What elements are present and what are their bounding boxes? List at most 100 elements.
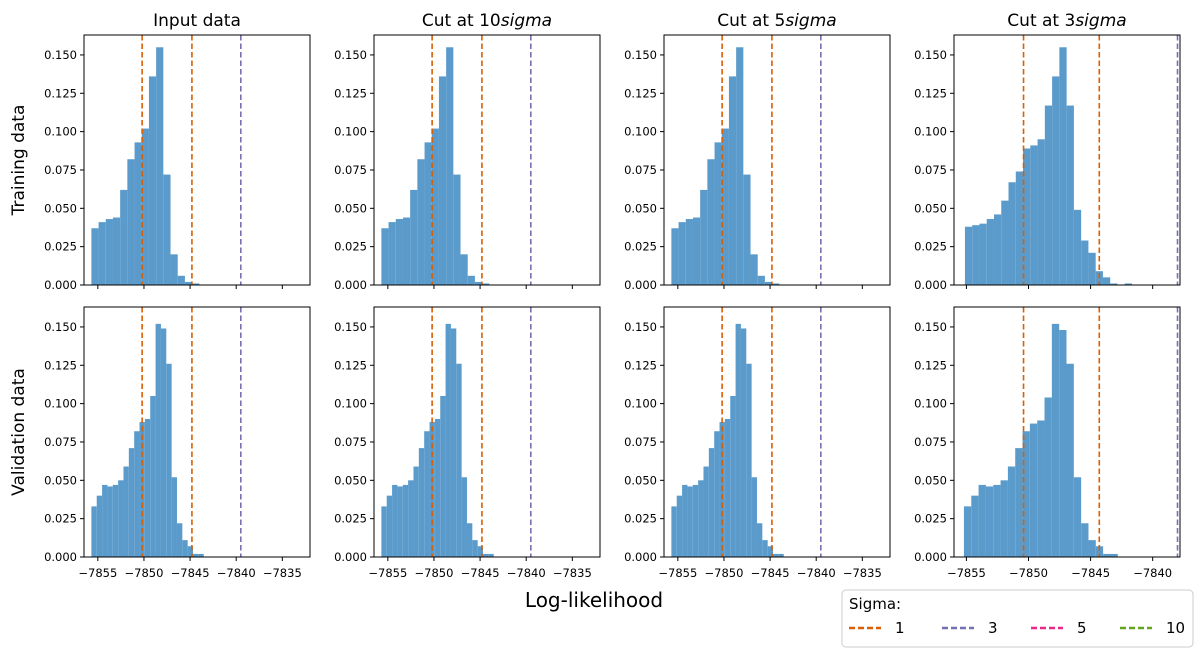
histogram-bar: [450, 328, 457, 557]
x-tick-label: −7840: [507, 566, 546, 580]
y-tick-label: 0.125: [334, 358, 367, 372]
histogram-bar: [1029, 423, 1038, 557]
histogram-bar: [1066, 363, 1074, 557]
histogram-bar: [1051, 323, 1060, 557]
histogram-bar: [166, 363, 172, 557]
y-tick-label: 0.025: [44, 512, 77, 526]
y-tick-label: 0.100: [334, 397, 367, 411]
axes-frame: [663, 34, 891, 286]
histogram-bar: [676, 495, 683, 557]
histogram-bar: [735, 323, 741, 557]
histogram-bar: [408, 480, 414, 557]
histogram-bar: [434, 418, 441, 557]
histogram-bar: [773, 553, 779, 557]
histogram-bar: [978, 484, 986, 557]
histogram-bar: [397, 486, 403, 557]
histogram-bar: [91, 506, 97, 557]
histogram-bar: [1015, 448, 1023, 557]
y-tick-label: 0.075: [914, 435, 947, 449]
histogram-bar: [1081, 523, 1089, 557]
x-tick-label: −7835: [553, 566, 592, 580]
axes-frame: [663, 306, 891, 558]
histogram-bar: [762, 540, 768, 557]
axes-frame: [953, 306, 1181, 558]
histogram-bar: [1044, 397, 1052, 557]
histogram-bar: [1095, 546, 1104, 557]
histogram-bar: [467, 275, 475, 285]
legend-label-sigma-1: 1: [895, 619, 905, 637]
histogram-bar: [750, 254, 758, 285]
histogram-bar: [483, 553, 489, 557]
histogram-bar: [757, 275, 765, 285]
y-tick-label: 0.025: [914, 240, 947, 254]
histogram-bar: [198, 553, 204, 557]
histogram-bar: [971, 495, 979, 557]
histogram-bar: [187, 546, 194, 557]
y-tick-label: 0.150: [334, 320, 367, 334]
histogram-bar: [721, 128, 729, 285]
y-tick-label: 0.125: [914, 358, 947, 372]
y-tick-label: 0.025: [334, 240, 367, 254]
histogram-bar: [445, 323, 451, 557]
histogram-bar: [141, 128, 149, 285]
histogram-bar: [764, 281, 773, 285]
subplot-1-1: 0.000 0.025 0.050 0.075 0.100 0.125 0.150 Input…: [44, 11, 311, 292]
histogram-bar: [402, 217, 411, 285]
histogram-bar: [1008, 182, 1016, 285]
subplot-2-2: 0.000 0.025 0.050 0.075 0.100 0.125 0.150 −7855…: [334, 306, 601, 580]
histogram-bar: [1052, 76, 1060, 285]
histogram-bar: [472, 540, 478, 557]
histogram-bar: [182, 540, 188, 557]
histogram-bar: [163, 174, 171, 285]
y-tick-label: 0.075: [44, 435, 77, 449]
histogram-bar: [460, 254, 468, 285]
x-tick-label: −7845: [461, 566, 500, 580]
x-tick-label: −7850: [415, 566, 454, 580]
histogram-bar: [177, 275, 185, 285]
y-tick-label: 0.125: [44, 358, 77, 372]
histogram-bar: [1059, 47, 1067, 285]
subplot-2-3: 0.000 0.025 0.050 0.075 0.100 0.125 0.150 −7855…: [624, 306, 891, 580]
y-tick-label: 0.000: [624, 550, 657, 564]
y-tick-label: 0.100: [914, 397, 947, 411]
histogram-bar: [1022, 431, 1030, 557]
x-tick-label: −7850: [125, 566, 164, 580]
histogram-bar: [756, 523, 763, 557]
histogram-bar: [1030, 145, 1038, 285]
y-tick-label: 0.025: [624, 512, 657, 526]
y-tick-label: 0.100: [914, 125, 947, 139]
histogram-bar: [993, 214, 1002, 285]
y-tick-label: 0.050: [914, 201, 947, 215]
y-tick-label: 0.075: [624, 435, 657, 449]
y-tick-label: 0.125: [914, 86, 947, 100]
histogram-bar: [424, 142, 432, 285]
axes-frame: [83, 34, 311, 286]
y-tick-label: 0.075: [624, 163, 657, 177]
histogram-bar: [993, 484, 1001, 557]
histogram-bar: [1007, 466, 1016, 557]
histogram-bar: [1001, 200, 1009, 285]
histogram-bar: [466, 523, 473, 557]
histogram-bar: [120, 189, 128, 285]
histogram-bar: [671, 506, 677, 557]
histogram-bar: [1088, 252, 1096, 285]
histogram-bar: [160, 328, 167, 557]
histogram-bar: [1073, 477, 1082, 557]
histogram-bar: [417, 159, 425, 285]
subplot-2-4: 0.000 0.025 0.050 0.075 0.100 0.125 0.150 −7855…: [914, 306, 1181, 580]
histogram-bar: [1110, 283, 1118, 285]
histogram-bar: [431, 128, 439, 285]
axes-frame: [373, 34, 601, 286]
subplot-title: Cut at 10sigma: [422, 11, 552, 31]
histogram-bar: [671, 228, 679, 285]
histogram-bar: [456, 363, 462, 557]
x-tick-label: −7850: [1009, 566, 1048, 580]
histogram-bar: [746, 363, 752, 557]
histogram-bar: [1037, 420, 1045, 557]
histogram-bar: [474, 281, 483, 285]
histogram-bar: [1015, 171, 1024, 285]
y-tick-label: 0.000: [914, 550, 947, 564]
histogram-bar: [381, 506, 387, 557]
x-tick-label: −7855: [658, 566, 697, 580]
histogram-bar: [453, 174, 461, 285]
